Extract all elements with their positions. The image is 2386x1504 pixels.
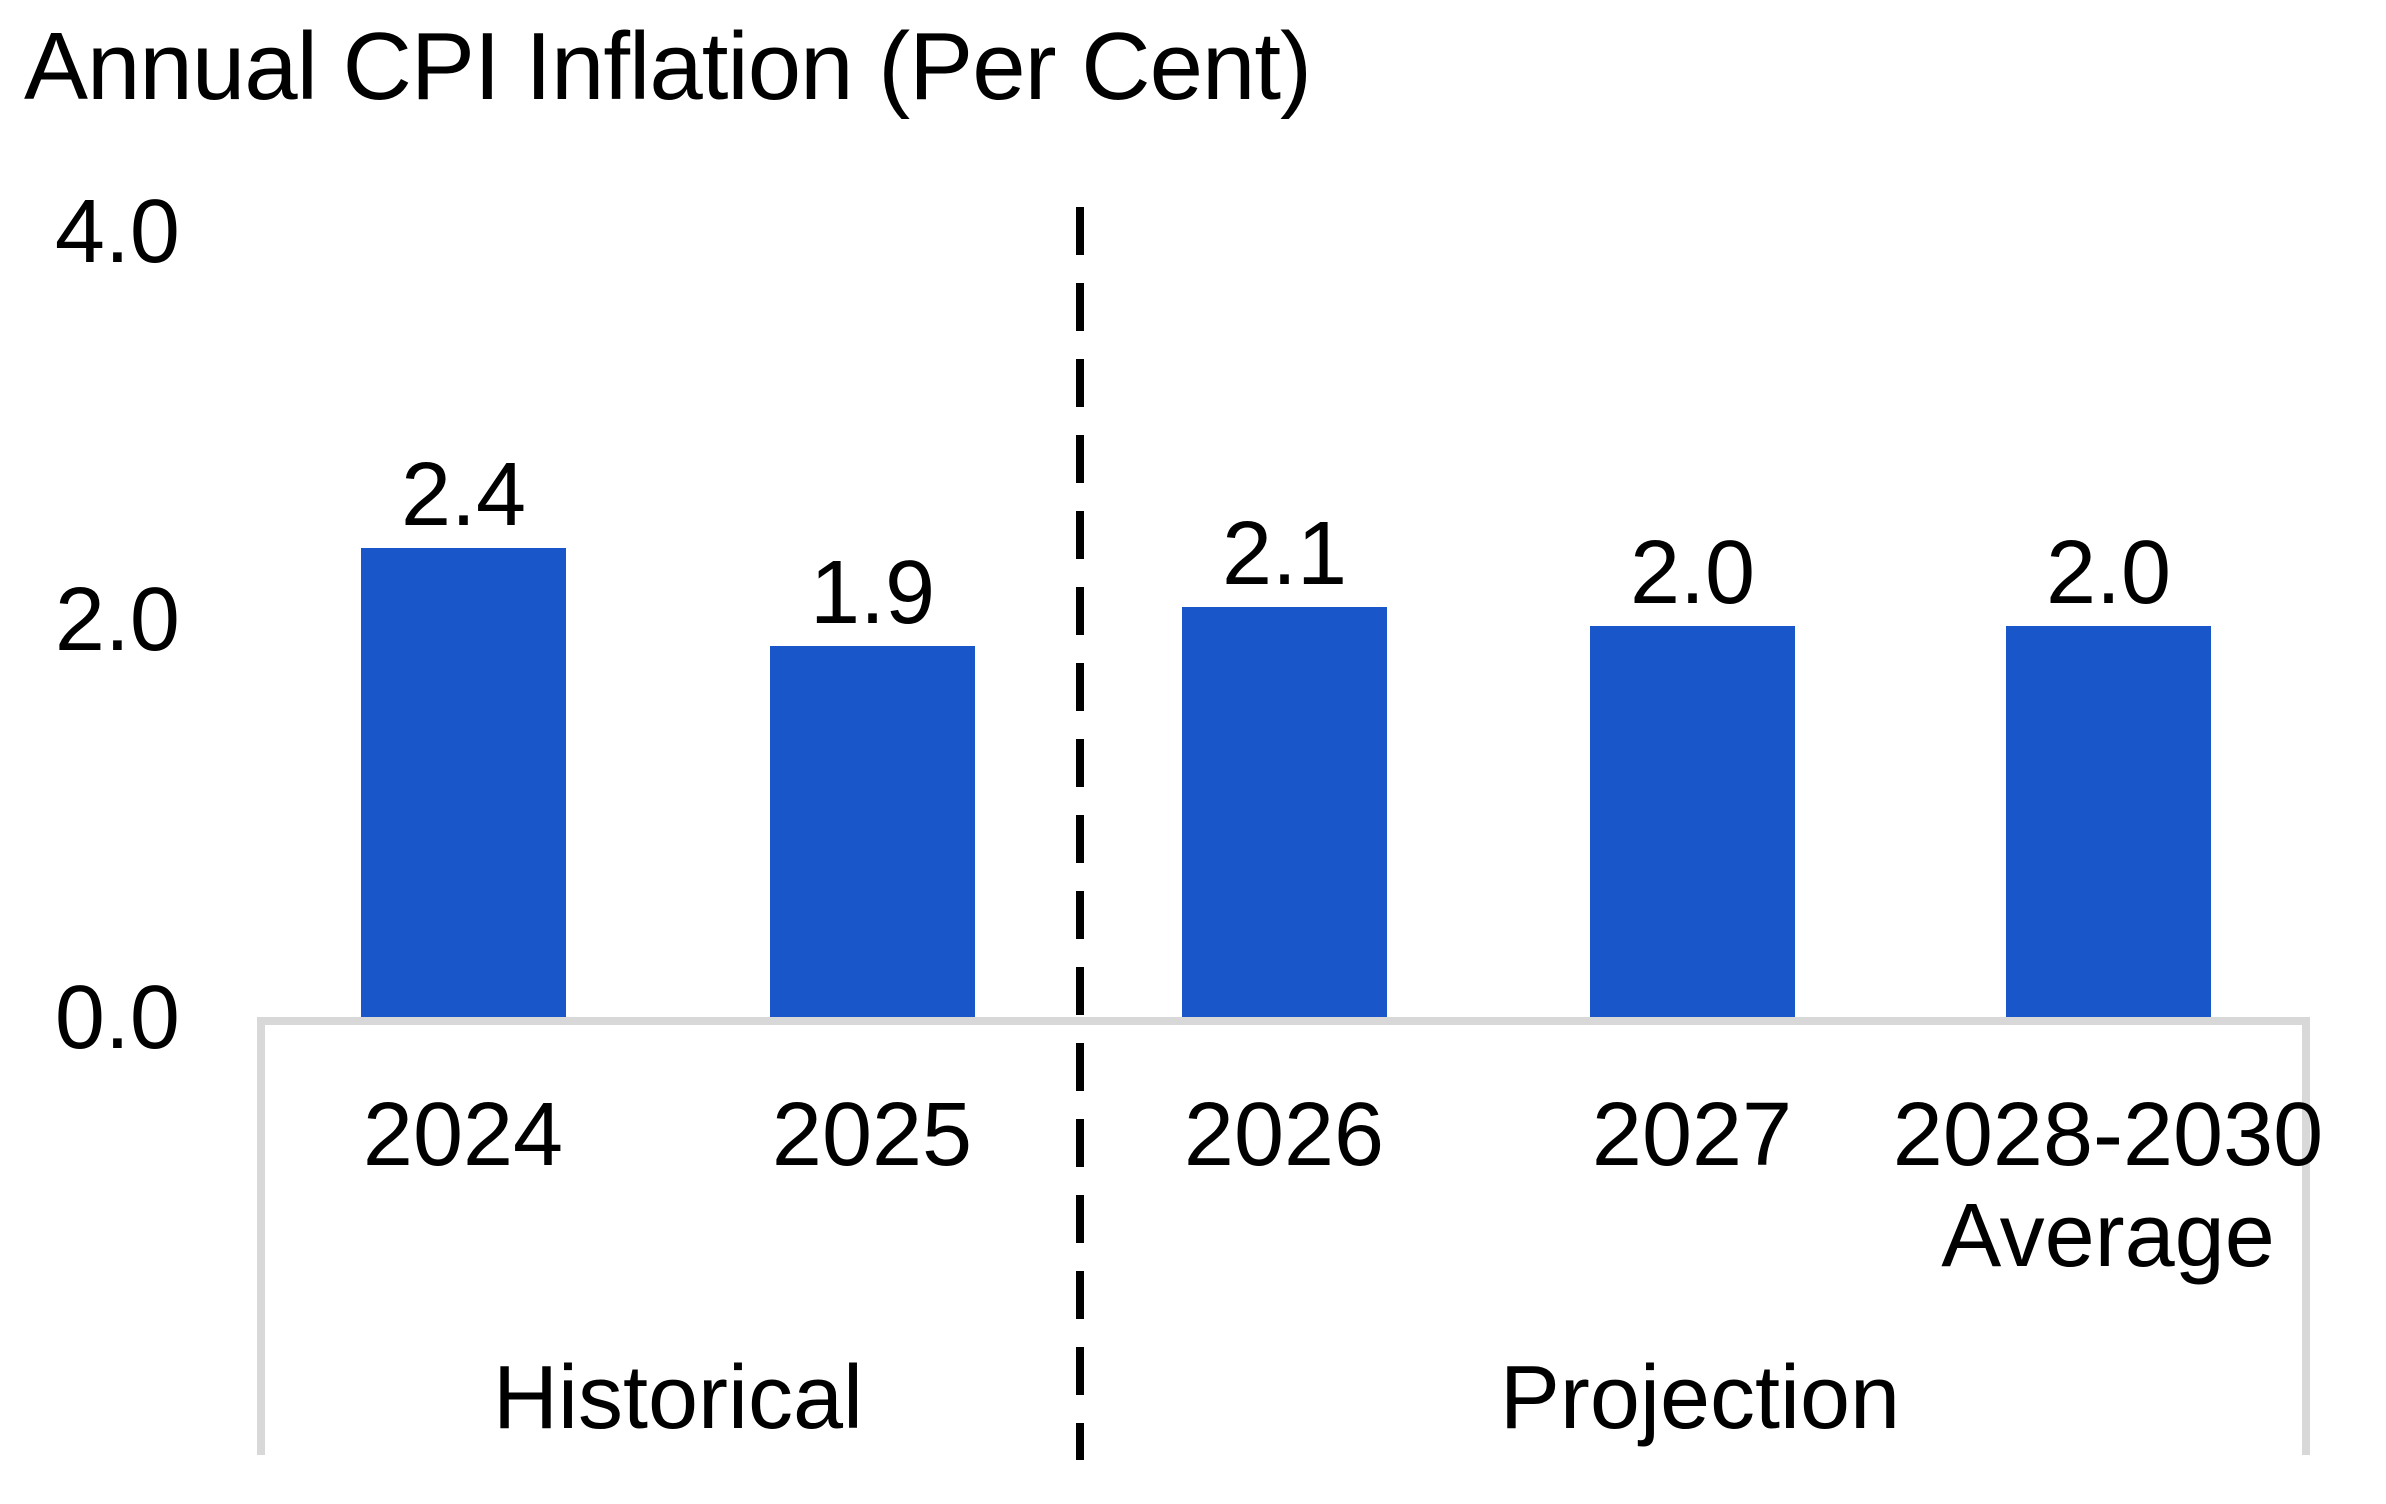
y-axis-tick-4-0: 4.0 <box>54 182 180 282</box>
x-axis-baseline <box>257 1017 2310 1025</box>
frame-right-border <box>2302 1017 2310 1455</box>
x-axis-label-2028-2030-line1: 2028-2030 <box>1892 1085 2324 1185</box>
x-axis-label-2026: 2026 <box>1183 1085 1385 1185</box>
section-label-projection: Projection <box>1499 1348 1901 1448</box>
bar-2027: 2.0 <box>1590 528 1795 1017</box>
bar-value-label-2025: 1.9 <box>809 543 936 643</box>
bar-2025: 1.9 <box>770 548 975 1017</box>
x-axis-label-2028-2030-average: 2028-2030 Average <box>1848 1085 2368 1287</box>
x-axis-label-2027: 2027 <box>1591 1085 1793 1185</box>
bar-2026: 2.1 <box>1182 509 1387 1017</box>
bar-value-label-2026: 2.1 <box>1221 504 1348 604</box>
section-label-historical: Historical <box>492 1348 864 1448</box>
bar-2024: 2.4 <box>361 450 566 1017</box>
historical-projection-dashed-divider <box>1076 207 1084 1460</box>
x-axis-label-2024: 2024 <box>362 1085 564 1185</box>
bar-value-label-2028-2030: 2.0 <box>2045 523 2172 623</box>
y-axis-tick-2-0: 2.0 <box>54 570 180 670</box>
chart-title: Annual CPI Inflation (Per Cent) <box>24 13 1312 120</box>
bar-value-label-2027: 2.0 <box>1629 523 1756 623</box>
y-axis-tick-0-0: 0.0 <box>54 968 180 1068</box>
x-axis-label-average-line2: Average <box>1941 1185 2275 1286</box>
bar-2028-2030-average: 2.0 <box>2006 528 2211 1017</box>
bar-value-label-2024: 2.4 <box>400 445 527 545</box>
frame-left-border <box>257 1017 265 1455</box>
x-axis-label-2025: 2025 <box>771 1085 973 1185</box>
